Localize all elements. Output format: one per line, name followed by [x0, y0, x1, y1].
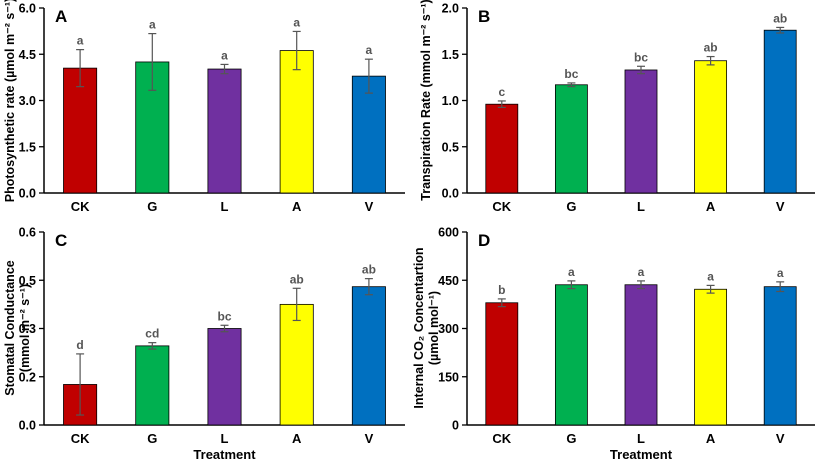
bar-g [135, 345, 170, 426]
y-tick-label: 1.5 [442, 48, 459, 62]
significance-label: ab [290, 272, 304, 286]
x-tick-label: A [706, 431, 716, 446]
y-tick-label: 0.0 [442, 187, 459, 201]
y-tick-label: 1.0 [442, 94, 459, 108]
significance-label: ab [704, 41, 718, 55]
y-tick-label: 4.5 [19, 48, 36, 62]
y-axis-title-line1: Internal CO₂ Concentartion [412, 247, 426, 408]
bar-a [694, 288, 728, 426]
x-tick-label: A [292, 431, 302, 446]
panel-a: A0.01.53.04.56.0aCKaGaLaAaVPhotosyntheti… [3, 0, 405, 214]
y-tick-label: 0.5 [19, 274, 36, 288]
significance-label: a [568, 265, 575, 279]
x-tick-label: A [706, 199, 716, 214]
x-tick-label: G [566, 431, 576, 446]
bar-v [763, 286, 797, 426]
panel-label: B [478, 7, 490, 26]
x-tick-label: V [365, 199, 374, 214]
bar-a [694, 60, 728, 194]
panel-label: C [55, 231, 67, 250]
bar-ck [485, 302, 519, 426]
panel-label: D [478, 231, 490, 250]
x-tick-label: V [776, 199, 785, 214]
x-tick-label: L [637, 199, 645, 214]
bar-l [207, 328, 242, 426]
significance-label: bc [217, 309, 231, 323]
y-tick-label: 0.3 [19, 322, 36, 336]
y-tick-label: 300 [438, 322, 459, 336]
bar-v [763, 29, 797, 194]
y-tick-label: 600 [438, 226, 459, 240]
x-tick-label: L [221, 431, 229, 446]
x-tick-label: V [365, 431, 374, 446]
significance-label: a [638, 265, 645, 279]
significance-label: a [149, 18, 156, 32]
bar-ck [63, 67, 98, 194]
significance-label: d [76, 338, 83, 352]
y-tick-label: 0.0 [19, 419, 36, 433]
significance-label: ab [362, 263, 376, 277]
significance-label: b [498, 283, 505, 297]
x-tick-label: CK [71, 431, 90, 446]
bar-v [351, 286, 386, 426]
y-tick-label: 0.0 [19, 187, 36, 201]
y-tick-label: 0 [452, 419, 459, 433]
y-tick-label: 450 [438, 274, 459, 288]
bar-g [554, 284, 588, 426]
significance-label: a [221, 48, 228, 62]
significance-label: a [777, 266, 784, 280]
bar-a [279, 50, 314, 194]
x-tick-label: G [566, 199, 576, 214]
significance-label: bc [564, 67, 578, 81]
x-tick-label: CK [492, 199, 511, 214]
y-tick-label: 2.0 [442, 2, 459, 16]
panel-d: D 0 150 300 450 600 b CK a Ga La Aa V Treatment Intern… [412, 226, 815, 462]
x-tick-label: G [147, 431, 157, 446]
significance-label: bc [634, 50, 648, 64]
x-tick-label: L [221, 199, 229, 214]
y-tick-label: 6.0 [19, 2, 36, 16]
x-tick-label: A [292, 199, 302, 214]
y-axis-title-line2: (µmol mol⁻¹) [427, 291, 441, 365]
x-axis-title: Treatment [610, 447, 673, 462]
x-tick-label: CK [492, 431, 511, 446]
significance-label: a [707, 269, 714, 283]
significance-label: c [498, 85, 505, 99]
y-tick-label: 0.6 [19, 226, 36, 240]
bar-ck [485, 103, 519, 194]
x-tick-label: G [147, 199, 157, 214]
panel-b: B 0.0 0.5 1.0 1.5 2.0 c CK bc Gbc Lab Aab V Transpira… [419, 0, 815, 214]
y-axis-title: Photosynthetic rate (µmol m⁻² s⁻¹) [3, 0, 17, 202]
y-tick-label: 3.0 [19, 94, 36, 108]
x-tick-label: CK [71, 199, 90, 214]
bar-a [279, 303, 314, 426]
panel-label: A [55, 7, 67, 26]
y-tick-label: 0.5 [442, 140, 459, 154]
significance-label: a [77, 34, 84, 48]
y-axis-title-line1: Stomatal Conductance [3, 260, 17, 395]
x-tick-label: V [776, 431, 785, 446]
y-tick-label: 1.5 [19, 140, 36, 154]
bar-l [207, 68, 242, 194]
y-axis-title-line2: (mmol m⁻² s⁻¹) [18, 284, 32, 372]
y-axis-title: Transpiration Rate (mmol m⁻² s⁻¹) [419, 0, 433, 201]
panel-c: C 0.0 0.2 0.3 0.5 0.6 d CK cd Gbc Lab Aab V Treatment… [3, 226, 405, 462]
x-axis-title: Treatment [193, 447, 256, 462]
x-tick-label: L [637, 431, 645, 446]
bar-v [351, 75, 386, 194]
bar-l [624, 284, 658, 426]
bar-l [624, 69, 658, 194]
y-tick-label: 0.2 [19, 370, 36, 384]
significance-label: ab [773, 11, 787, 25]
bar-g [554, 84, 588, 194]
significance-label: a [366, 43, 373, 57]
significance-label: a [293, 15, 300, 29]
y-tick-label: 150 [438, 370, 459, 384]
significance-label: cd [145, 327, 159, 341]
